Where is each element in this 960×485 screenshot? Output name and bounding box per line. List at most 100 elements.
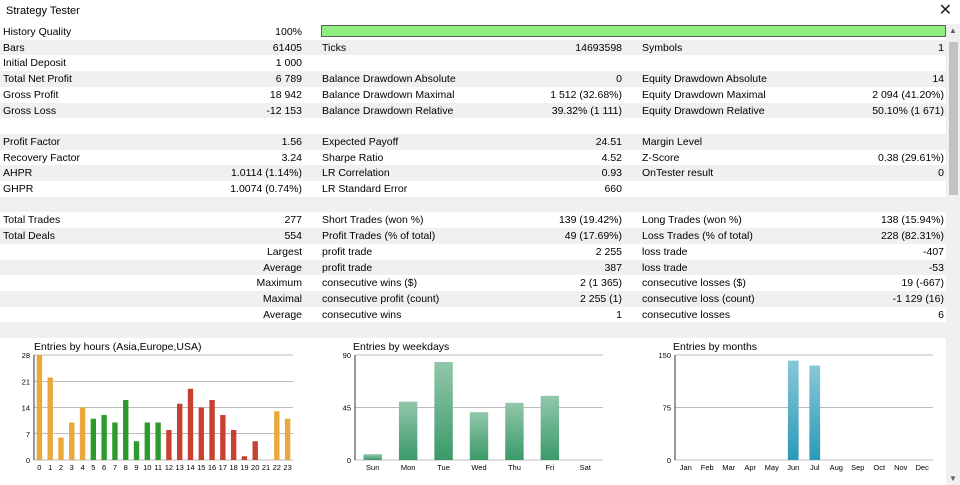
report-label-3: Margin Level [642, 135, 703, 148]
history-quality-value: 100% [275, 26, 302, 38]
bar [90, 418, 97, 460]
report-label-3: Equity Drawdown Relative [642, 104, 765, 117]
report-table: History Quality 100% Bars 61405 Ticks 14693… [0, 24, 946, 338]
report-value-1: 1 000 [275, 57, 302, 70]
report-value-2: 24.51 [595, 135, 622, 148]
x-tick-label: Feb [701, 463, 714, 472]
x-tick-label: Fri [545, 463, 554, 472]
report-label-2: Balance Drawdown Relative [322, 104, 454, 117]
report-row [0, 196, 946, 213]
report-row [0, 118, 946, 134]
report-label-2: LR Standard Error [322, 183, 408, 195]
bar [155, 422, 161, 460]
report-label-1: Recovery Factor [3, 151, 81, 164]
report-label-2: Sharpe Ratio [322, 151, 384, 164]
x-tick-label: Tue [437, 463, 450, 472]
report-value-3: 19 (-667) [901, 277, 944, 290]
x-tick-label: Wed [471, 463, 486, 472]
x-tick-label: 3 [70, 463, 74, 472]
scroll-down-icon[interactable]: ▼ [949, 474, 957, 483]
report-value-1: 1.56 [281, 135, 302, 148]
bar [112, 422, 118, 460]
report-value-1: 61405 [272, 41, 302, 54]
report-value-1: Maximum [256, 277, 302, 290]
scroll-up-icon[interactable]: ▲ [949, 26, 957, 35]
report-value-3: 1 [938, 41, 944, 54]
x-tick-label: 14 [186, 463, 194, 472]
report-label-2: profit trade [322, 261, 373, 274]
report-value-2: 4.52 [601, 151, 622, 164]
history-quality-label: History Quality [3, 26, 72, 38]
x-tick-label: Thu [508, 463, 521, 472]
x-tick-label: May [765, 463, 779, 472]
bar [220, 415, 226, 460]
close-icon[interactable]: ✕ [938, 2, 952, 19]
chart-svg: 0 75 150 Jan Feb Mar Apr May Jun Jul Aug Sep Oct Nov D… [658, 351, 933, 472]
vertical-scrollbar[interactable]: ▲ ▼ [946, 24, 960, 485]
chart-entries-by-weekdays: Entries by weekdays 0 45 90 Sun Mon Tue Wed Thu… [320, 340, 620, 485]
x-tick-label: 7 [113, 463, 117, 472]
bar [101, 415, 107, 460]
bar [166, 430, 172, 460]
bar [133, 441, 140, 460]
report-label-3: Equity Drawdown Absolute [642, 73, 767, 86]
report-label-1: Total Deals [3, 230, 55, 243]
x-tick-label: 5 [91, 463, 95, 472]
history-quality-row: History Quality 100% [0, 24, 946, 40]
report-label-1: Profit Factor [3, 135, 61, 148]
report-value-3: 14 [932, 73, 944, 86]
y-tick-label: 0 [347, 456, 351, 465]
x-tick-label: 18 [229, 463, 237, 472]
report-value-2: 1 [616, 308, 622, 321]
report-value-2: 14693598 [575, 41, 622, 54]
x-tick-label: 21 [262, 463, 270, 472]
x-tick-label: Sep [851, 463, 864, 472]
chart-title: Entries by hours (Asia,Europe,USA) [34, 341, 202, 353]
x-tick-label: 22 [273, 463, 281, 472]
y-tick-label: 0 [26, 456, 30, 465]
scrollbar-thumb[interactable] [949, 42, 958, 195]
report-label-3: Equity Drawdown Maximal [642, 88, 766, 101]
report-row: Profit Factor 1.56 Expected Payoff 24.51 Mar… [0, 133, 946, 150]
bar [434, 362, 453, 460]
x-tick-label: Nov [894, 463, 908, 472]
report-label-3: loss trade [642, 261, 688, 274]
report-label-3: consecutive losses [642, 308, 731, 321]
report-label-2: consecutive wins [322, 308, 402, 321]
x-tick-label: 23 [283, 463, 291, 472]
x-tick-label: Mar [722, 463, 735, 472]
report-value-1: Average [263, 308, 302, 321]
y-tick-label: 90 [343, 351, 351, 360]
report-value-3: 50.10% (1 671) [872, 104, 944, 117]
bar [209, 400, 215, 460]
report-row: Average profit trade 387 loss trade -53 [0, 259, 946, 276]
report-row: Average consecutive wins 1 consecutive loss… [0, 307, 946, 323]
chart-title: Entries by months [673, 341, 758, 353]
report-label-3: Symbols [642, 41, 683, 54]
report-label-2: Expected Payoff [322, 135, 399, 148]
bar [274, 411, 280, 460]
x-tick-label: 12 [165, 463, 173, 472]
y-tick-label: 150 [658, 351, 671, 360]
report-row [0, 322, 946, 338]
report-value-1: 1.0114 (1.14%) [230, 167, 302, 180]
report-value-2: 39.32% (1 111) [551, 104, 622, 117]
x-tick-label: 19 [240, 463, 248, 472]
x-tick-label: 0 [37, 463, 41, 472]
x-tick-label: Apr [744, 463, 756, 472]
report-label-3: Z-Score [642, 151, 680, 164]
x-tick-label: Oct [873, 463, 886, 472]
report-value-1: Average [263, 261, 302, 274]
report-value-3: 2 094 (41.20%) [872, 88, 944, 101]
chart-svg: 0 45 90 Sun Mon Tue Wed Thu Fri Sat [343, 351, 603, 472]
report-label-1: Initial Deposit [3, 57, 67, 70]
y-tick-label: 45 [343, 404, 351, 413]
x-tick-label: 17 [219, 463, 227, 472]
bar [58, 437, 64, 460]
y-tick-label: 7 [26, 430, 30, 439]
bar [252, 441, 258, 460]
bar [809, 365, 821, 460]
bar [505, 402, 524, 460]
report-label-3: OnTester result [642, 167, 714, 180]
report-label-2: Balance Drawdown Absolute [322, 73, 456, 86]
